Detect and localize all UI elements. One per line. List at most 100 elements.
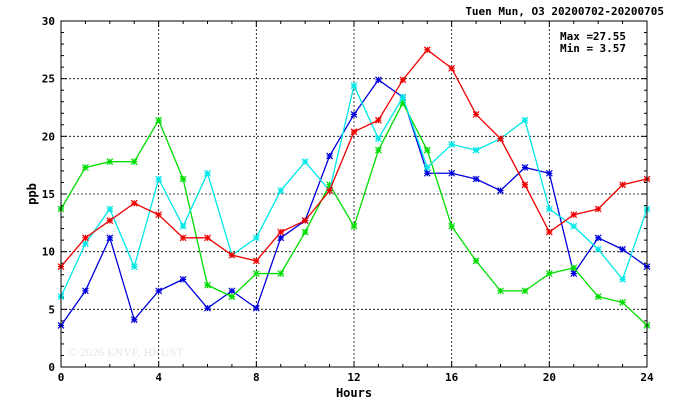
data-point xyxy=(252,234,260,242)
data-point xyxy=(106,234,114,242)
data-point xyxy=(130,316,138,324)
data-point xyxy=(326,181,334,189)
data-point xyxy=(277,228,285,236)
data-point xyxy=(448,64,456,72)
data-point xyxy=(374,146,382,154)
data-point xyxy=(497,187,504,194)
data-point xyxy=(350,82,358,90)
data-point xyxy=(399,76,407,84)
data-point xyxy=(350,222,358,230)
data-point xyxy=(423,164,431,171)
max-label: Max = xyxy=(560,30,593,43)
data-point xyxy=(81,287,89,295)
data-point xyxy=(374,116,382,124)
x-tick-label: 0 xyxy=(58,371,65,384)
max-value: 27.55 xyxy=(593,30,626,43)
data-point xyxy=(130,263,138,271)
data-point xyxy=(106,205,114,213)
min-label: Min = xyxy=(560,42,593,55)
data-point xyxy=(155,175,163,183)
y-tick-label: 15 xyxy=(42,188,55,201)
x-tick-label: 20 xyxy=(543,371,556,384)
data-point xyxy=(350,128,358,136)
data-point xyxy=(228,293,236,301)
data-point xyxy=(252,270,260,278)
series-4 xyxy=(57,46,651,271)
data-point xyxy=(619,275,627,283)
data-point xyxy=(228,287,236,295)
grid xyxy=(61,21,647,367)
data-point xyxy=(423,169,431,177)
data-point xyxy=(570,270,578,278)
data-point xyxy=(301,217,309,224)
y-tick-label: 25 xyxy=(42,73,55,86)
data-point xyxy=(497,135,504,143)
data-point xyxy=(277,187,285,194)
data-point xyxy=(204,234,211,242)
data-point xyxy=(204,304,211,312)
data-point xyxy=(594,245,602,253)
data-point xyxy=(179,175,187,183)
data-point xyxy=(521,181,529,189)
data-point xyxy=(155,116,163,124)
x-tick-label: 16 xyxy=(445,371,459,384)
data-point xyxy=(570,211,578,219)
data-point xyxy=(399,99,407,107)
data-point xyxy=(497,287,504,295)
data-point xyxy=(81,164,89,171)
data-point xyxy=(81,234,89,242)
chart-title: Tuen Mun, O3 20200702-20200705 xyxy=(465,5,664,18)
data-point xyxy=(155,287,163,295)
data-point xyxy=(472,257,480,265)
y-tick-label: 20 xyxy=(42,130,55,143)
data-point xyxy=(521,116,529,124)
data-point xyxy=(545,205,553,213)
data-point xyxy=(252,257,260,265)
data-point xyxy=(374,76,382,84)
data-point xyxy=(423,46,431,54)
data-point xyxy=(545,169,553,177)
x-tick-label: 4 xyxy=(155,371,162,384)
watermark: © 2026 ENVF, HKUST xyxy=(68,345,184,359)
data-point xyxy=(204,169,211,177)
data-point xyxy=(545,270,553,278)
data-point xyxy=(521,287,529,295)
data-point xyxy=(594,205,602,213)
data-point xyxy=(106,158,114,166)
data-point xyxy=(423,146,431,154)
data-point xyxy=(130,158,138,166)
data-point xyxy=(350,110,358,118)
data-point xyxy=(448,222,456,230)
y-tick-label: 5 xyxy=(48,303,55,316)
data-point xyxy=(570,222,578,230)
data-point xyxy=(594,293,602,301)
data-point xyxy=(619,181,627,189)
data-point xyxy=(545,228,553,236)
data-point xyxy=(301,158,309,166)
data-point xyxy=(619,245,627,253)
data-point xyxy=(570,264,578,272)
data-point xyxy=(277,270,285,278)
axis-ticks: 0 4 8 12 16 20 24 0 5 10 15 20 25 30 xyxy=(42,15,654,384)
y-tick-label: 10 xyxy=(42,246,55,259)
data-point xyxy=(448,169,456,177)
data-point xyxy=(472,146,480,154)
data-point xyxy=(130,199,138,207)
data-point xyxy=(179,234,187,242)
data-point xyxy=(179,222,187,230)
series-2 xyxy=(57,99,651,329)
data-point xyxy=(252,304,260,312)
y-tick-label: 30 xyxy=(42,15,55,28)
data-point xyxy=(155,211,163,219)
data-point xyxy=(619,298,627,306)
min-value: 3.57 xyxy=(600,42,627,55)
data-point xyxy=(301,228,309,236)
data-point xyxy=(448,140,456,148)
data-point xyxy=(472,175,480,183)
data-point xyxy=(277,234,285,242)
data-point xyxy=(374,135,382,143)
x-tick-label: 24 xyxy=(640,371,654,384)
data-point xyxy=(81,240,89,248)
data-point xyxy=(204,281,211,289)
